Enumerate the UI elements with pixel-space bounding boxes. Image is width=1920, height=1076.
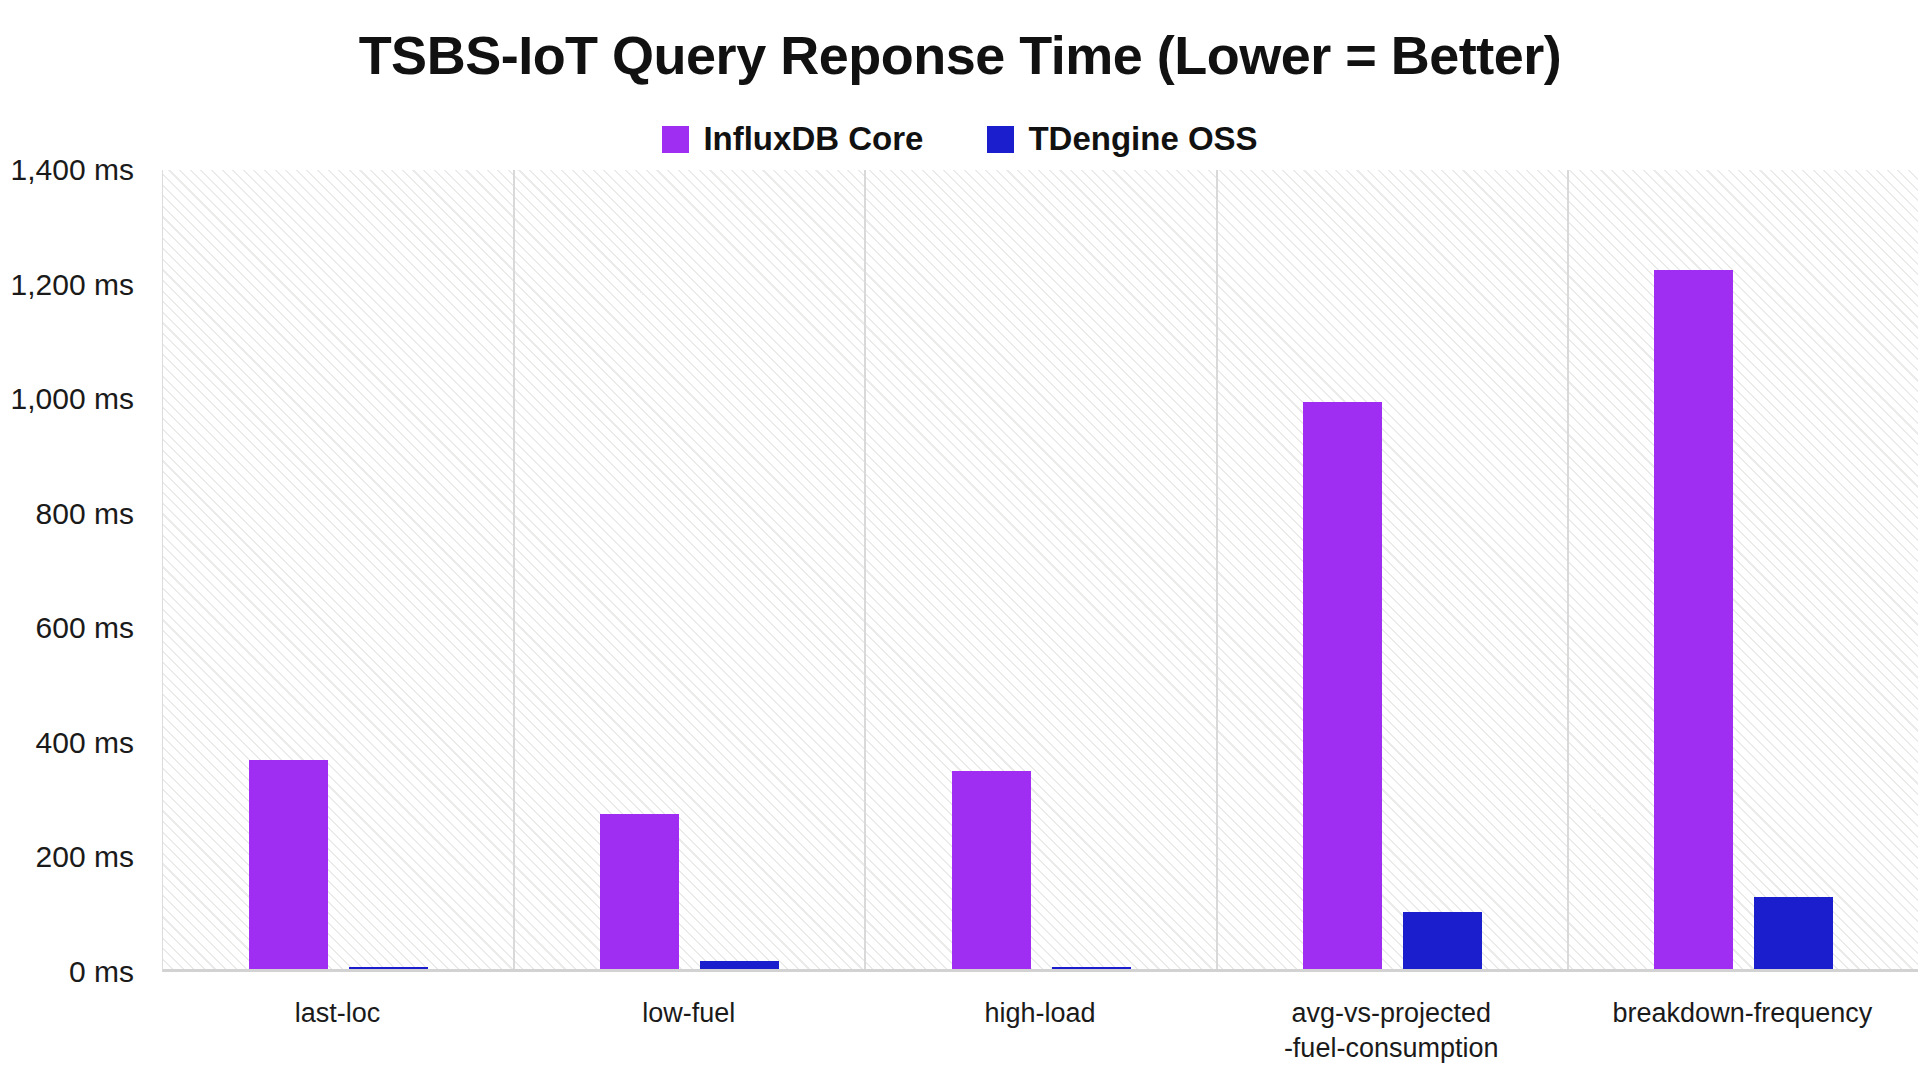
chart-title: TSBS-IoT Query Reponse Time (Lower = Bet… <box>0 24 1920 86</box>
legend-label-influxdb-core: InfluxDB Core <box>703 120 923 158</box>
bar-influxdb-core-4 <box>1654 270 1733 969</box>
y-tick-label: 0 ms <box>0 954 134 990</box>
y-tick-label: 800 ms <box>0 496 134 532</box>
legend-swatch-influxdb-core <box>662 126 689 153</box>
legend-item-influxdb-core: InfluxDB Core <box>662 120 923 158</box>
x-category-label: high-load <box>830 996 1250 1031</box>
y-tick-label: 200 ms <box>0 839 134 875</box>
bar-influxdb-core-3 <box>1303 402 1382 969</box>
category-separator <box>864 170 866 969</box>
y-tick-label: 1,000 ms <box>0 381 134 417</box>
legend-label-tdengine-oss: TDengine OSS <box>1028 120 1257 158</box>
legend-swatch-tdengine-oss <box>987 126 1014 153</box>
x-category-label: breakdown-frequency <box>1532 996 1920 1031</box>
y-tick-label: 1,200 ms <box>0 267 134 303</box>
category-separator <box>1216 170 1218 969</box>
category-separator <box>513 170 515 969</box>
bar-tdengine-oss-1 <box>700 961 779 969</box>
y-tick-label: 600 ms <box>0 610 134 646</box>
x-category-label: last-loc <box>128 996 548 1031</box>
category-separator <box>1567 170 1569 969</box>
bar-tdengine-oss-2 <box>1052 967 1131 969</box>
legend-item-tdengine-oss: TDengine OSS <box>987 120 1257 158</box>
bar-tdengine-oss-0 <box>349 967 428 969</box>
bar-tdengine-oss-4 <box>1754 897 1833 969</box>
plot-area <box>162 170 1918 972</box>
bar-influxdb-core-2 <box>952 771 1031 969</box>
bar-influxdb-core-1 <box>600 814 679 969</box>
y-tick-label: 400 ms <box>0 725 134 761</box>
chart-legend: InfluxDB Core TDengine OSS <box>0 120 1920 158</box>
bar-influxdb-core-0 <box>249 760 328 969</box>
x-category-label: avg-vs-projected -fuel-consumption <box>1181 996 1601 1066</box>
bar-tdengine-oss-3 <box>1403 912 1482 969</box>
x-category-label: low-fuel <box>479 996 899 1031</box>
